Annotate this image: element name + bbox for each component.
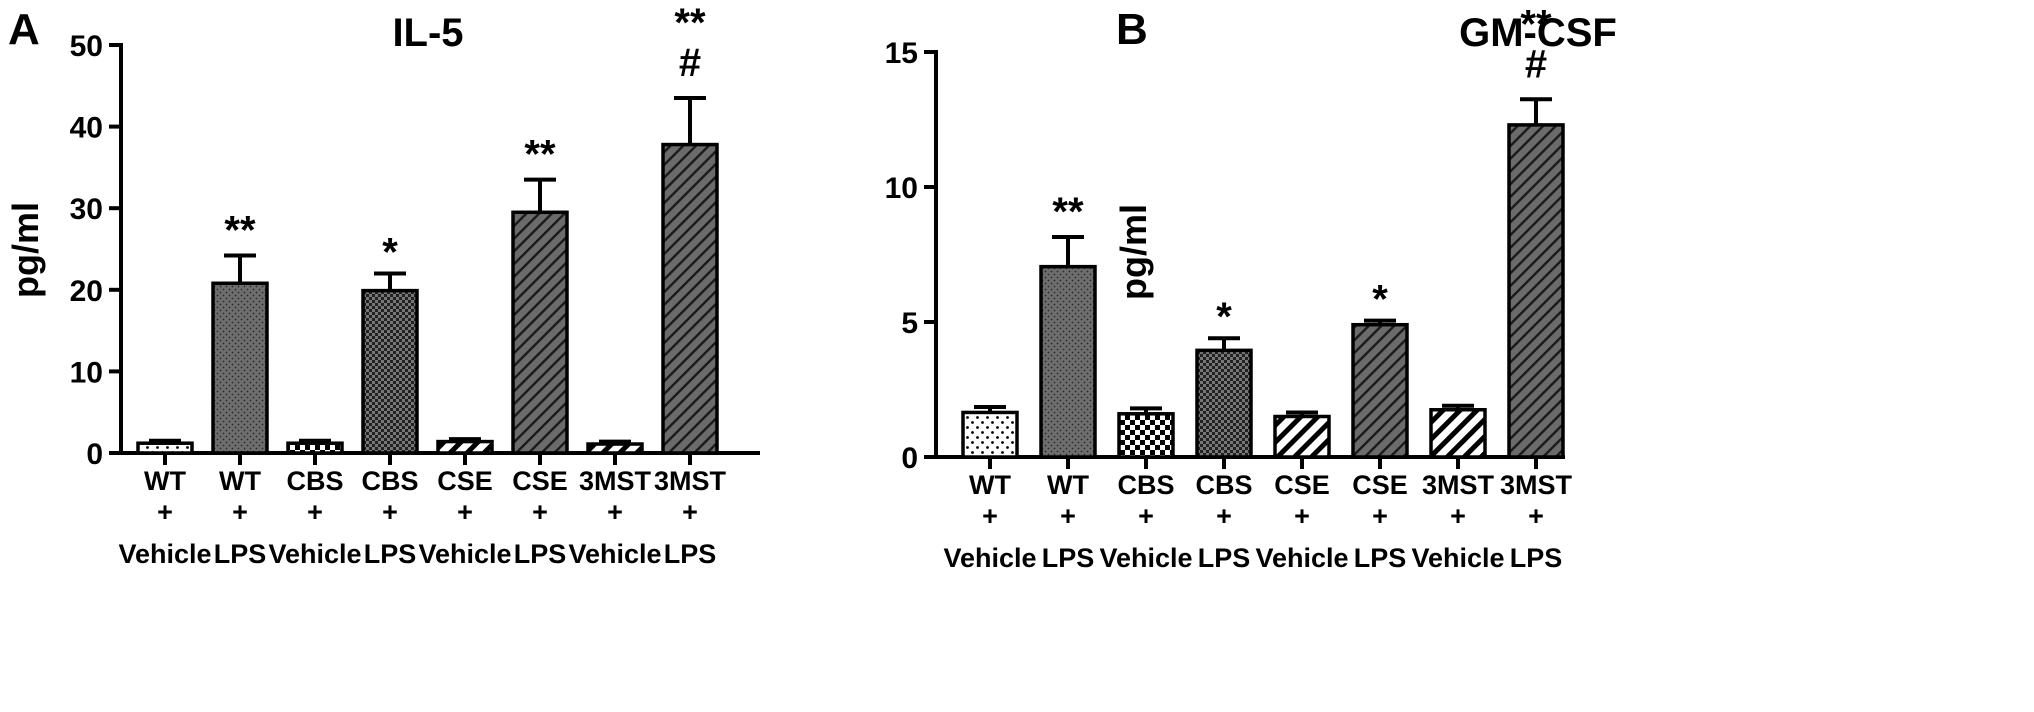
bar	[211, 281, 269, 455]
x-category-label: +	[1294, 501, 1310, 531]
significance-label: **	[524, 133, 556, 177]
y-tick-label: 10	[70, 356, 103, 389]
x-category-label: +	[457, 497, 473, 527]
panel-b-letter: B	[1116, 5, 1148, 54]
panel-a-chart: 01020304050WT+VehicleWT+LPS**CBS+Vehicle…	[70, 1, 760, 569]
x-category-label: LPS	[664, 539, 717, 569]
x-category-label: WT	[144, 466, 186, 496]
x-category-label: +	[1216, 501, 1232, 531]
y-tick-label: 20	[70, 275, 103, 308]
x-category-label: Vehicle	[268, 539, 361, 569]
panel-b-ylabel: pg/ml	[1113, 204, 1154, 300]
significance-label: *	[382, 230, 398, 274]
x-category-label: CBS	[286, 466, 343, 496]
panel-a-ylabel: pg/ml	[5, 202, 46, 298]
x-category-label: +	[382, 497, 398, 527]
significance-label: *	[1372, 278, 1388, 322]
y-tick-label: 0	[86, 438, 103, 471]
x-category-label: CSE	[512, 466, 568, 496]
x-category-label: Vehicle	[118, 539, 211, 569]
y-tick-label: 15	[885, 37, 918, 70]
bar	[1039, 264, 1097, 459]
x-category-label: +	[1528, 501, 1544, 531]
bar	[1195, 348, 1253, 459]
y-tick-label: 10	[885, 172, 918, 205]
x-category-label: LPS	[1354, 543, 1407, 573]
x-category-label: WT	[969, 470, 1011, 500]
x-category-label: 3MST	[1422, 470, 1495, 500]
x-category-label: +	[232, 497, 248, 527]
significance-label: **	[1052, 190, 1084, 234]
significance-label: *	[1216, 295, 1232, 339]
x-category-label: LPS	[364, 539, 417, 569]
x-category-label: Vehicle	[1411, 543, 1504, 573]
y-tick-label: 50	[70, 30, 103, 63]
x-category-label: LPS	[1510, 543, 1563, 573]
y-tick-label: 40	[70, 112, 103, 145]
significance-label: **	[224, 209, 256, 253]
x-category-label: CSE	[1352, 470, 1408, 500]
significance-label: **	[1520, 2, 1552, 46]
x-category-label: LPS	[214, 539, 267, 569]
significance-label: #	[1525, 42, 1547, 86]
x-category-label: +	[1138, 501, 1154, 531]
bar	[1351, 322, 1409, 459]
significance-label: **	[674, 1, 706, 45]
x-category-label: CBS	[1117, 470, 1174, 500]
x-category-label: Vehicle	[943, 543, 1036, 573]
x-category-label: LPS	[1198, 543, 1251, 573]
bar	[1429, 408, 1487, 459]
x-category-label: WT	[219, 466, 261, 496]
x-category-label: WT	[1047, 470, 1089, 500]
x-category-label: CSE	[437, 466, 493, 496]
y-tick-label: 30	[70, 193, 103, 226]
bar	[1273, 414, 1331, 459]
x-category-label: 3MST	[1500, 470, 1573, 500]
x-category-label: CBS	[1195, 470, 1252, 500]
x-category-label: +	[1060, 501, 1076, 531]
x-category-label: +	[1450, 501, 1466, 531]
y-tick-label: 5	[901, 307, 918, 340]
x-category-label: Vehicle	[1255, 543, 1348, 573]
x-category-label: CBS	[361, 466, 418, 496]
significance-label: #	[679, 41, 701, 85]
x-category-label: CSE	[1274, 470, 1330, 500]
x-category-label: LPS	[514, 539, 567, 569]
y-tick-label: 0	[901, 442, 918, 475]
panel-b-title: GM-CSF	[1459, 11, 1617, 55]
x-category-label: Vehicle	[568, 539, 661, 569]
x-category-label: +	[157, 497, 173, 527]
bar	[1507, 123, 1565, 459]
bar	[511, 210, 569, 455]
x-category-label: +	[1372, 501, 1388, 531]
bar	[436, 439, 494, 455]
bar	[961, 410, 1019, 459]
bar	[286, 441, 344, 455]
bar	[661, 142, 719, 455]
x-category-label: LPS	[1042, 543, 1095, 573]
panel-b-chart: 051015WT+VehicleWT+LPS**CBS+VehicleCBS+L…	[885, 2, 1573, 573]
x-category-label: Vehicle	[418, 539, 511, 569]
x-category-label: Vehicle	[1099, 543, 1192, 573]
bar	[136, 441, 194, 455]
x-category-label: +	[982, 501, 998, 531]
x-category-label: +	[607, 497, 623, 527]
x-category-label: 3MST	[654, 466, 727, 496]
bar	[586, 442, 644, 455]
x-category-label: 3MST	[579, 466, 652, 496]
x-category-label: +	[307, 497, 323, 527]
panel-a-title: IL-5	[392, 11, 463, 55]
bar	[1117, 412, 1175, 459]
panel-a-letter: A	[8, 5, 40, 54]
x-category-label: +	[682, 497, 698, 527]
x-category-label: +	[532, 497, 548, 527]
bar	[361, 288, 419, 455]
